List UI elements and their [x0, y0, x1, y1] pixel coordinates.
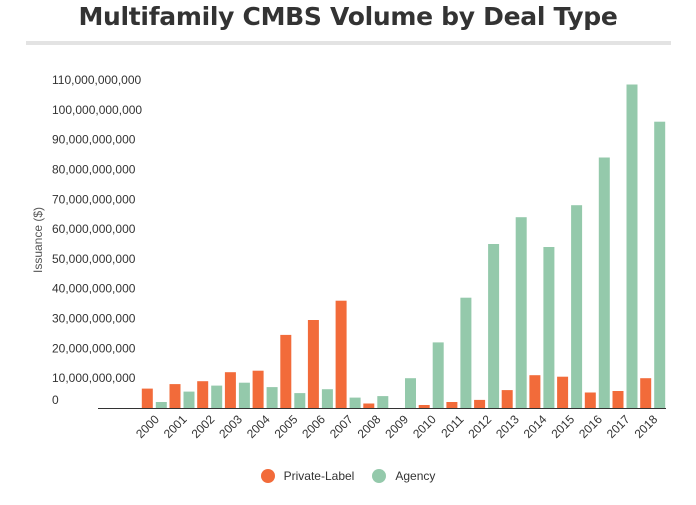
legend-swatch-agency	[372, 469, 387, 483]
bar-private-label-2010[interactable]	[418, 405, 430, 408]
x-tick-label: 2017	[604, 412, 633, 441]
bar-private-label-2016[interactable]	[584, 392, 596, 409]
bar-agency-2011[interactable]	[460, 297, 472, 408]
bar-agency-2006[interactable]	[321, 389, 333, 408]
legend-label-private-label: Private-Label	[283, 469, 355, 483]
bar-agency-2012[interactable]	[488, 244, 500, 408]
y-tick-label: 110,000,000,000	[52, 73, 142, 87]
y-tick-label: 50,000,000,000	[52, 252, 136, 266]
x-tick-label: 2009	[382, 412, 411, 441]
x-tick-label: 2011	[438, 412, 466, 440]
bar-agency-2018[interactable]	[654, 121, 666, 408]
x-tick-label: 2012	[465, 412, 494, 441]
bar-agency-2002[interactable]	[211, 385, 223, 408]
y-tick-label: 40,000,000,000	[52, 282, 136, 296]
y-tick-label: 10,000,000,000	[52, 371, 136, 385]
legend-item-private-label[interactable]: Private-Label	[260, 469, 355, 483]
bar-private-label-2013[interactable]	[501, 390, 513, 408]
y-axis-label: Issuance ($)	[31, 207, 45, 273]
y-tick-label: 20,000,000,000	[52, 341, 136, 355]
bar-private-label-2004[interactable]	[252, 370, 264, 408]
bar-agency-2007[interactable]	[349, 397, 361, 408]
legend: Private-Label Agency	[0, 469, 696, 483]
x-tick-label: 2018	[632, 412, 661, 441]
y-tick-label: 100,000,000,000	[52, 103, 142, 117]
x-tick-label: 2016	[576, 412, 605, 441]
x-tick-label: 2001	[161, 412, 190, 441]
x-tick-label: 2003	[216, 412, 245, 441]
x-axis-ticks: 2000200120022003200420052006200720082009…	[133, 412, 660, 441]
legend-swatch-private-label	[260, 469, 275, 483]
bar-private-label-2017[interactable]	[612, 391, 624, 408]
bar-private-label-2001[interactable]	[169, 384, 181, 408]
x-tick-label: 2010	[410, 412, 439, 441]
bar-agency-2001[interactable]	[183, 391, 195, 408]
y-tick-label: 60,000,000,000	[52, 222, 136, 236]
bar-private-label-2006[interactable]	[307, 320, 319, 408]
chart-title: Multifamily CMBS Volume by Deal Type	[78, 2, 618, 31]
chart-bars	[141, 84, 666, 409]
bar-agency-2004[interactable]	[266, 387, 278, 408]
bar-agency-2015[interactable]	[571, 205, 583, 408]
bar-private-label-2008[interactable]	[363, 403, 375, 409]
bar-private-label-2012[interactable]	[474, 399, 486, 408]
bar-agency-2017[interactable]	[626, 84, 638, 409]
bar-agency-2003[interactable]	[238, 382, 250, 408]
bar-agency-2000[interactable]	[155, 402, 167, 408]
bar-agency-2016[interactable]	[598, 157, 610, 409]
bar-private-label-2015[interactable]	[557, 376, 569, 408]
bar-private-label-2005[interactable]	[280, 334, 292, 408]
y-tick-label: 70,000,000,000	[52, 192, 136, 206]
x-tick-label: 2000	[133, 412, 162, 441]
bar-private-label-2014[interactable]	[529, 375, 541, 408]
bar-agency-2005[interactable]	[294, 393, 306, 408]
legend-label-agency: Agency	[395, 469, 436, 483]
bar-agency-2008[interactable]	[377, 396, 389, 408]
bar-agency-2013[interactable]	[515, 217, 527, 408]
bar-private-label-2000[interactable]	[141, 388, 153, 408]
x-tick-label: 2014	[521, 412, 550, 441]
y-tick-label: 80,000,000,000	[52, 162, 136, 176]
x-tick-label: 2015	[548, 412, 577, 441]
bar-private-label-2007[interactable]	[335, 300, 347, 408]
x-tick-label: 2013	[493, 412, 522, 441]
bar-private-label-2002[interactable]	[197, 381, 209, 408]
x-tick-label: 2006	[299, 412, 328, 441]
x-tick-label: 2008	[355, 412, 384, 441]
bar-agency-2014[interactable]	[543, 247, 555, 408]
y-axis-ticks: 0 10,000,000,000 20,000,000,000 30,000,000,…	[52, 73, 142, 407]
title-divider	[26, 41, 671, 45]
x-tick-label: 2005	[272, 412, 301, 441]
bar-private-label-2018[interactable]	[640, 378, 652, 408]
bar-private-label-2011[interactable]	[446, 402, 458, 408]
x-tick-label: 2004	[244, 412, 273, 441]
legend-item-agency[interactable]: Agency	[372, 469, 435, 483]
bar-private-label-2003[interactable]	[224, 372, 236, 408]
y-tick-label: 0	[52, 393, 59, 407]
x-tick-label: 2002	[189, 412, 218, 441]
bar-agency-2009[interactable]	[405, 378, 416, 408]
bar-agency-2010[interactable]	[432, 342, 444, 408]
y-tick-label: 90,000,000,000	[52, 133, 136, 147]
y-tick-label: 30,000,000,000	[52, 312, 136, 326]
x-tick-label: 2007	[327, 412, 356, 441]
